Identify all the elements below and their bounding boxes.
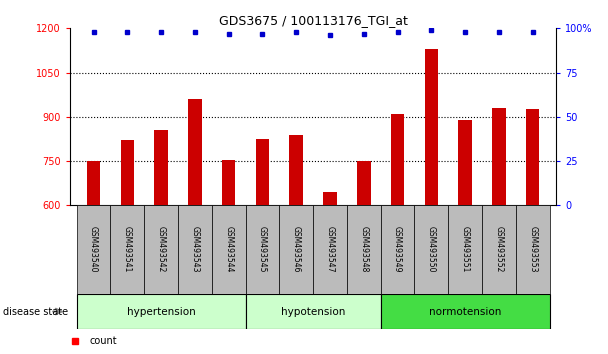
Bar <box>77 205 111 294</box>
Bar <box>347 205 381 294</box>
Text: GSM493544: GSM493544 <box>224 226 233 273</box>
Bar <box>424 49 438 205</box>
Text: GSM493551: GSM493551 <box>461 226 469 273</box>
Bar <box>357 161 370 205</box>
Text: hypertension: hypertension <box>126 307 196 316</box>
Bar <box>313 205 347 294</box>
Bar <box>448 205 482 294</box>
Bar <box>415 205 448 294</box>
Bar <box>212 205 246 294</box>
Text: GSM493550: GSM493550 <box>427 226 436 273</box>
Text: GSM493547: GSM493547 <box>325 226 334 273</box>
Bar <box>482 205 516 294</box>
Text: GSM493540: GSM493540 <box>89 226 98 273</box>
Text: hypotension: hypotension <box>281 307 345 316</box>
Bar <box>246 294 381 329</box>
Text: GSM493543: GSM493543 <box>190 226 199 273</box>
Text: GSM493546: GSM493546 <box>292 226 301 273</box>
Bar <box>381 205 415 294</box>
Bar <box>458 120 472 205</box>
Bar <box>154 130 168 205</box>
Bar <box>144 205 178 294</box>
Bar <box>391 114 404 205</box>
Text: GSM493549: GSM493549 <box>393 226 402 273</box>
Text: GSM493545: GSM493545 <box>258 226 267 273</box>
Bar <box>279 205 313 294</box>
Bar <box>381 294 550 329</box>
Bar <box>323 192 337 205</box>
Title: GDS3675 / 100113176_TGI_at: GDS3675 / 100113176_TGI_at <box>219 14 407 27</box>
Bar <box>188 99 202 205</box>
Text: count: count <box>89 336 117 346</box>
Bar <box>492 108 506 205</box>
Text: normotension: normotension <box>429 307 502 316</box>
Bar <box>246 205 279 294</box>
Bar <box>111 205 144 294</box>
Text: GSM493541: GSM493541 <box>123 226 132 273</box>
Text: disease state: disease state <box>3 307 68 316</box>
Bar <box>526 109 539 205</box>
Text: GSM493552: GSM493552 <box>494 226 503 273</box>
Bar <box>516 205 550 294</box>
Text: GSM493548: GSM493548 <box>359 226 368 273</box>
Bar <box>87 161 100 205</box>
Bar <box>256 139 269 205</box>
Bar <box>222 160 235 205</box>
Bar <box>178 205 212 294</box>
Bar <box>120 141 134 205</box>
Text: GSM493542: GSM493542 <box>157 226 165 273</box>
Bar <box>77 294 246 329</box>
Text: GSM493553: GSM493553 <box>528 226 537 273</box>
Bar <box>289 135 303 205</box>
